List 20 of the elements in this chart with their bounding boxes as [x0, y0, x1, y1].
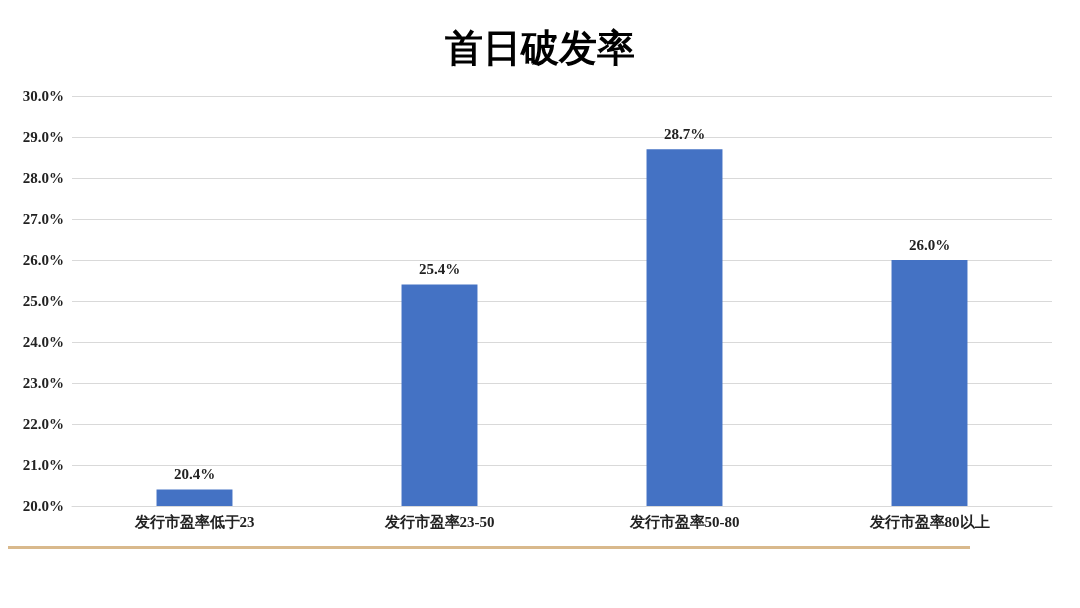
y-tick-label: 24.0% — [22, 334, 64, 350]
y-tick-label: 20.0% — [22, 498, 64, 514]
y-tick-label: 26.0% — [22, 252, 64, 268]
data-label: 28.7% — [663, 125, 706, 142]
y-tick-label: 25.0% — [22, 293, 64, 309]
data-label: 26.0% — [908, 236, 951, 253]
y-tick-label: 23.0% — [22, 375, 64, 391]
x-tick-label: 发行市盈率50-80 — [628, 512, 740, 530]
y-tick-label: 27.0% — [22, 211, 64, 227]
y-tick-label: 21.0% — [22, 457, 64, 473]
x-tick-label: 发行市盈率低于23 — [133, 512, 255, 530]
x-tick-label: 发行市盈率80以上 — [868, 512, 990, 530]
data-label: 20.4% — [173, 466, 216, 483]
y-tick-label: 22.0% — [22, 416, 64, 432]
y-tick-label: 28.0% — [22, 170, 64, 186]
data-label: 25.4% — [418, 261, 461, 278]
y-tick-label: 29.0% — [22, 129, 64, 145]
chart-title: 首日破发率 — [445, 27, 635, 69]
x-tick-label: 发行市盈率23-50 — [383, 512, 495, 530]
y-tick-label: 30.0% — [22, 88, 64, 104]
